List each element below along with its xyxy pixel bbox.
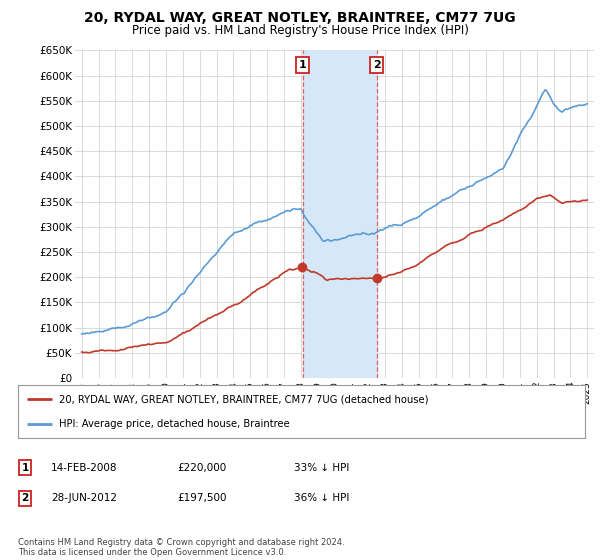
Text: 2: 2 [22,493,29,503]
Text: 28-JUN-2012: 28-JUN-2012 [51,493,117,503]
Text: 14-FEB-2008: 14-FEB-2008 [51,463,118,473]
Text: £220,000: £220,000 [177,463,226,473]
Text: 1: 1 [22,463,29,473]
Text: Contains HM Land Registry data © Crown copyright and database right 2024.
This d: Contains HM Land Registry data © Crown c… [18,538,344,557]
Bar [303,50,377,378]
Text: 36% ↓ HPI: 36% ↓ HPI [294,493,349,503]
Text: Price paid vs. HM Land Registry's House Price Index (HPI): Price paid vs. HM Land Registry's House … [131,24,469,36]
Text: 2: 2 [373,60,380,70]
Text: HPI: Average price, detached house, Braintree: HPI: Average price, detached house, Brai… [59,418,290,428]
Text: 20, RYDAL WAY, GREAT NOTLEY, BRAINTREE, CM77 7UG (detached house): 20, RYDAL WAY, GREAT NOTLEY, BRAINTREE, … [59,394,428,404]
Text: £197,500: £197,500 [177,493,227,503]
Text: 33% ↓ HPI: 33% ↓ HPI [294,463,349,473]
Text: 20, RYDAL WAY, GREAT NOTLEY, BRAINTREE, CM77 7UG: 20, RYDAL WAY, GREAT NOTLEY, BRAINTREE, … [84,11,516,25]
Text: 1: 1 [299,60,307,70]
